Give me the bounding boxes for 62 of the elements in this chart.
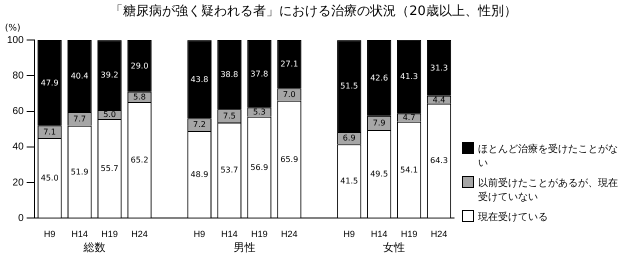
x-tick-label: H19 (101, 229, 118, 240)
legend-label: 以前受けたことがあるが、現在受けていない (478, 176, 619, 204)
x-tick-label: H9 (343, 229, 355, 240)
data-label: 65.9 (280, 154, 298, 164)
y-tick-label: 20 (12, 177, 24, 188)
data-label: 6.9 (342, 134, 356, 143)
data-label: 54.1 (400, 165, 418, 174)
x-tick-label: H14 (370, 229, 388, 240)
data-label: 5.3 (252, 108, 266, 117)
data-label: 37.8 (250, 69, 268, 78)
text: 総数 (82, 241, 106, 254)
data-label: 56.9 (250, 162, 268, 172)
legend-label: ほとんど治療を受けたことがない (478, 142, 619, 170)
data-label: 27.1 (280, 60, 298, 69)
x-tick-label: H24 (430, 229, 448, 240)
x-tick-label: H9 (194, 229, 206, 240)
data-label: 5.8 (133, 92, 146, 102)
y-tick-label: 60 (12, 106, 24, 118)
data-label: 7.2 (193, 120, 206, 130)
data-label: 29.0 (130, 61, 148, 70)
data-label: 48.9 (190, 170, 208, 179)
chart-title: 「糖尿病が強く疑われる者」における治療の状況（20歳以上、性別） (109, 3, 518, 20)
data-label: 7.0 (282, 90, 296, 100)
data-label: 39.2 (100, 70, 118, 80)
y-tick-label: 80 (12, 70, 24, 82)
data-label: 4.7 (402, 113, 416, 122)
data-label: 55.7 (100, 164, 118, 173)
data-label: 47.9 (40, 78, 59, 88)
data-label: 41.5 (340, 176, 358, 186)
data-label: 64.3 (430, 156, 448, 166)
data-label: 7.7 (73, 114, 86, 124)
data-label: 4.4 (432, 95, 446, 104)
data-label: 45.0 (40, 173, 59, 182)
data-label: 49.5 (370, 169, 388, 178)
x-tick-label: H24 (131, 229, 148, 240)
x-tick-label: H9 (44, 229, 56, 240)
x-tick-label: H14 (221, 229, 238, 240)
data-label: 43.8 (190, 74, 208, 84)
x-tick-label: H14 (71, 229, 88, 240)
text: 女性 (383, 241, 406, 254)
x-tick-label: H19 (251, 229, 268, 240)
data-label: 51.9 (70, 167, 89, 176)
data-label: 5.0 (103, 110, 116, 120)
y-tick-label: 0 (18, 212, 24, 224)
data-label: 53.7 (220, 166, 238, 175)
data-label: 65.2 (130, 155, 148, 164)
data-label: 40.4 (70, 72, 89, 81)
y-tick-label: 100 (6, 34, 24, 46)
data-label: 38.8 (220, 70, 238, 80)
data-label: 42.6 (370, 74, 388, 83)
x-tick-label: H19 (400, 229, 418, 240)
data-label: 7.5 (223, 111, 236, 120)
data-label: 7.1 (43, 127, 56, 136)
data-label: 41.3 (400, 72, 418, 82)
data-label: 51.5 (340, 82, 358, 91)
data-label: 31.3 (430, 63, 448, 72)
x-tick-label: H24 (281, 229, 298, 240)
text: 現在受けている (478, 210, 548, 224)
data-label: 7.9 (372, 118, 386, 128)
y-tick-label: 40 (12, 142, 24, 153)
y-axis-title: (%) (4, 23, 20, 34)
text: 男性 (233, 241, 256, 254)
